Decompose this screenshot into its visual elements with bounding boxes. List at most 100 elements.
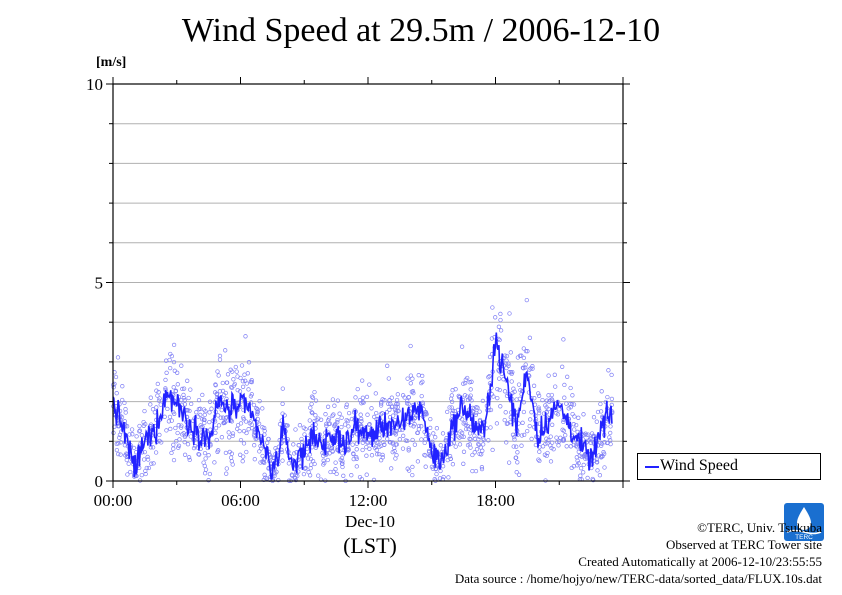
data-point <box>185 442 191 447</box>
data-point <box>248 400 254 405</box>
data-point <box>394 397 400 403</box>
data-point <box>185 378 190 383</box>
data-point <box>575 458 580 463</box>
data-point <box>217 357 223 362</box>
data-point <box>473 468 479 474</box>
data-point <box>202 471 208 476</box>
data-point <box>241 441 247 446</box>
data-point <box>408 381 413 386</box>
data-point <box>578 466 584 471</box>
data-point <box>608 430 613 436</box>
data-point <box>480 398 486 404</box>
data-point <box>332 422 338 428</box>
data-point <box>354 464 359 469</box>
data-point <box>308 405 313 410</box>
data-point <box>202 420 207 426</box>
data-point <box>176 423 181 428</box>
data-point <box>175 382 180 387</box>
data-point <box>117 432 123 438</box>
data-point <box>609 372 614 378</box>
data-point <box>585 432 591 437</box>
data-point <box>597 473 603 478</box>
data-point <box>502 389 508 394</box>
data-point <box>515 450 520 455</box>
data-point <box>320 450 325 456</box>
data-point <box>461 434 466 439</box>
data-point <box>479 452 484 457</box>
legend-swatch <box>645 466 659 468</box>
x-tick-label: 00:00 <box>94 491 133 510</box>
data-point <box>162 414 167 419</box>
data-point <box>514 444 519 449</box>
data-point <box>474 405 479 410</box>
data-point <box>197 452 202 457</box>
data-point <box>243 419 249 424</box>
data-point <box>498 317 503 323</box>
data-point <box>144 465 149 471</box>
data-point <box>229 459 234 464</box>
data-point <box>255 411 260 417</box>
data-point <box>318 417 324 422</box>
data-point <box>564 444 569 449</box>
data-point <box>415 430 420 436</box>
data-point <box>521 355 527 361</box>
data-point <box>498 404 503 409</box>
data-point <box>410 437 415 443</box>
data-point <box>335 417 340 423</box>
data-point <box>411 390 416 396</box>
data-point <box>390 413 396 418</box>
data-point <box>120 384 125 389</box>
data-point <box>400 446 406 451</box>
data-point <box>395 401 401 407</box>
data-point <box>595 468 600 473</box>
data-point <box>423 436 428 442</box>
data-point <box>546 406 551 412</box>
data-point <box>412 442 418 447</box>
data-point <box>244 449 249 455</box>
data-point <box>325 404 331 409</box>
data-point <box>408 373 414 378</box>
data-point <box>595 409 601 415</box>
data-point <box>227 449 232 455</box>
data-point <box>261 457 267 462</box>
data-point <box>608 424 613 429</box>
data-point <box>277 422 283 427</box>
data-point <box>143 471 148 477</box>
data-point <box>171 457 177 463</box>
data-point <box>561 437 567 442</box>
data-point <box>180 386 185 392</box>
data-point <box>467 380 472 385</box>
data-point <box>173 388 179 393</box>
data-point <box>313 413 318 418</box>
data-point <box>207 471 213 477</box>
data-point <box>525 349 530 354</box>
data-point <box>504 358 509 363</box>
data-point <box>463 422 468 428</box>
data-point <box>220 388 226 394</box>
data-point <box>589 431 595 436</box>
data-point <box>359 423 364 428</box>
data-point <box>359 419 364 424</box>
data-point <box>519 433 525 438</box>
data-point <box>339 461 345 466</box>
data-point <box>497 376 502 381</box>
data-point <box>286 461 292 466</box>
data-point <box>416 373 421 378</box>
data-point <box>512 389 517 394</box>
data-point <box>423 464 428 469</box>
data-point <box>143 421 148 427</box>
data-point <box>219 435 225 440</box>
data-point <box>156 398 162 403</box>
data-point <box>285 423 290 428</box>
data-point <box>325 457 330 463</box>
data-point <box>394 453 399 458</box>
data-point <box>487 354 493 360</box>
data-point <box>553 384 558 389</box>
data-point <box>357 397 363 403</box>
data-point <box>406 395 411 400</box>
data-point <box>450 462 456 467</box>
data-point <box>377 444 382 450</box>
data-point <box>308 466 313 471</box>
data-point <box>572 427 577 432</box>
data-point <box>536 391 541 396</box>
